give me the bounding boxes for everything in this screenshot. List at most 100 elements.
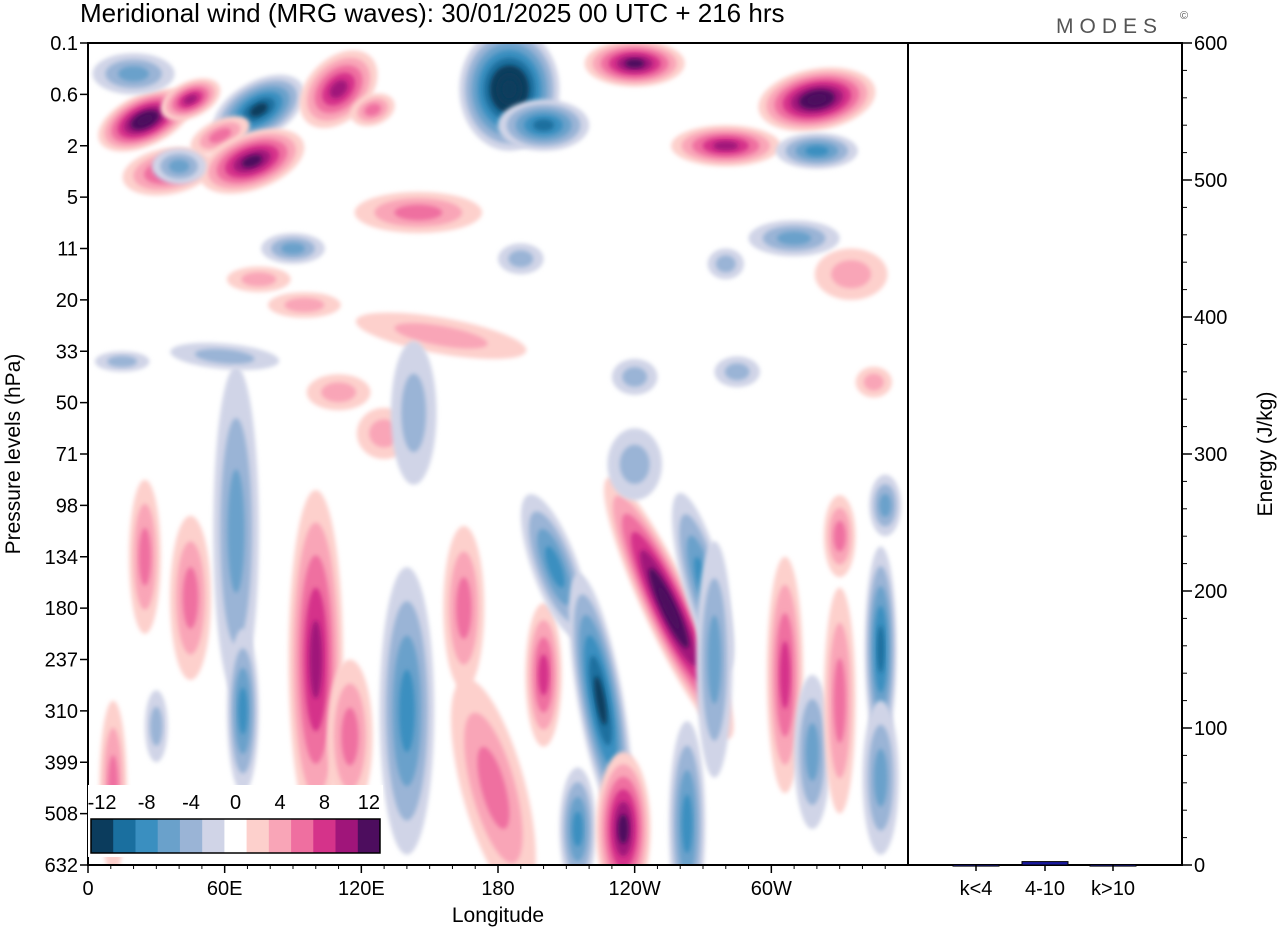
x-tick-label: 60W	[751, 878, 792, 900]
x-tick-label: 180	[481, 878, 514, 900]
anomaly-contour	[182, 567, 199, 629]
y-tick-label: 0.6	[50, 84, 78, 106]
anomaly-contour	[208, 128, 232, 143]
y-tick-label: 134	[45, 547, 78, 569]
anomaly-contour	[502, 80, 517, 99]
y-tick-label: 0.1	[50, 33, 78, 55]
longitude-axis: 0 60E 120E 180 120W 60W	[82, 865, 886, 900]
x-axis-label: Longitude	[452, 904, 544, 927]
anomaly-contour	[779, 641, 791, 709]
anomaly-contour	[572, 811, 583, 847]
colorbar-tick-label: -8	[138, 792, 156, 814]
anomaly-contour	[137, 114, 153, 126]
y-tick-label: 2	[67, 136, 78, 158]
anomaly-contour	[538, 654, 549, 696]
anomaly-contour	[831, 260, 871, 289]
colorbar-swatch	[246, 819, 270, 853]
anomaly-contour	[183, 94, 198, 105]
anomaly-contour	[238, 687, 248, 735]
anomaly-contour	[394, 204, 443, 221]
y-tick-label: 310	[45, 701, 78, 723]
anomaly-contour	[805, 723, 820, 781]
anomaly-contour	[227, 469, 245, 593]
energy-tick-label: 600	[1194, 33, 1227, 55]
anomaly-contour	[715, 255, 736, 273]
anomaly-contour	[477, 746, 510, 829]
anomaly-contour	[807, 94, 827, 105]
y-tick-label: 33	[56, 341, 78, 363]
anomaly-contour	[619, 444, 650, 484]
anomaly-contour	[281, 242, 305, 255]
anomaly-contour	[594, 676, 607, 726]
energy-category-label: 4-10	[1025, 878, 1065, 900]
anomaly-contour	[713, 141, 739, 151]
y-tick-label: 11	[57, 239, 78, 261]
anomaly-contour	[618, 814, 629, 844]
anomaly-contour	[545, 546, 565, 588]
energy-category-label: k>10	[1091, 878, 1135, 900]
colorbar-swatch	[91, 819, 114, 853]
anomaly-contour	[399, 669, 415, 753]
anomaly-contour	[138, 527, 151, 586]
colorbar-swatch	[335, 819, 359, 853]
anomaly-contour	[249, 103, 268, 117]
energy-tick-label: 200	[1194, 581, 1227, 603]
anomaly-contour	[394, 323, 488, 349]
energy-bar	[1021, 861, 1069, 866]
colorbar-swatch	[202, 819, 225, 853]
anomaly-contour	[533, 119, 555, 132]
anomaly-contour	[241, 272, 277, 287]
energy-categories: k<4 4-10 k>10	[960, 865, 1135, 900]
anomaly-contour	[456, 577, 472, 639]
energy-category-label: k<4	[960, 878, 993, 900]
logo-mark: ©	[1180, 10, 1188, 22]
anomaly-contour	[284, 298, 325, 312]
energy-panel	[907, 42, 1183, 866]
energy-axis-label: Energy (J/kg)	[1254, 392, 1277, 517]
anomaly-contour	[107, 355, 138, 368]
energy-tick-label: 300	[1194, 444, 1227, 466]
y-tick-label: 71	[56, 444, 78, 466]
colorbar-swatch	[224, 819, 248, 853]
anomaly-contour	[681, 794, 693, 854]
anomaly-contour	[401, 373, 427, 453]
y-axis-label: Pressure levels (hPa)	[2, 354, 25, 555]
colorbar: -12 -8 -4 0 4 8 12	[88, 785, 383, 857]
chart-title: Meridional wind (MRG waves): 30/01/2025 …	[80, 0, 785, 28]
anomaly-contour	[833, 520, 846, 552]
y-tick-label: 632	[45, 855, 78, 877]
colorbar-tick-label: -4	[182, 792, 200, 814]
colorbar-tick-label: 4	[274, 792, 285, 814]
colorbar-swatch	[313, 819, 336, 853]
colorbar-swatch	[357, 819, 381, 853]
x-tick-label: 0	[82, 878, 93, 900]
y-tick-label: 50	[56, 393, 78, 415]
anomaly-contour	[341, 707, 359, 766]
colorbar-tick-label: 12	[358, 792, 380, 814]
energy-tick-label: 100	[1194, 718, 1227, 740]
heatmap-plot	[92, 43, 902, 865]
energy-frame	[907, 42, 1183, 866]
anomaly-contour	[309, 620, 323, 699]
anomaly-contour	[833, 658, 846, 743]
colorbar-tick-label: 8	[319, 792, 330, 814]
anomaly-contour	[622, 367, 648, 387]
anomaly-contour	[777, 231, 812, 245]
colorbar-swatch	[179, 819, 203, 853]
colorbar-swatch	[113, 819, 136, 853]
colorbar-swatch	[291, 819, 314, 853]
energy-axis: 0 100 200 300 400 500 600	[1182, 33, 1227, 877]
anomaly-contour	[707, 615, 722, 704]
anomaly-contour	[364, 103, 381, 116]
anomaly-contour	[168, 159, 190, 173]
y-tick-label: 98	[56, 495, 78, 517]
energy-tick-label: 0	[1194, 855, 1205, 877]
anomaly-contour	[873, 748, 888, 807]
energy-tick-label: 400	[1194, 307, 1227, 329]
x-tick-label: 60E	[207, 878, 243, 900]
x-tick-label: 120W	[609, 878, 661, 900]
anomaly-contour	[329, 80, 348, 99]
anomaly-contour	[241, 154, 263, 168]
pressure-axis: 0.1 0.6 2 5 11 20 33 50 71 98 134 180 237 310 399 508 63…	[45, 33, 88, 877]
